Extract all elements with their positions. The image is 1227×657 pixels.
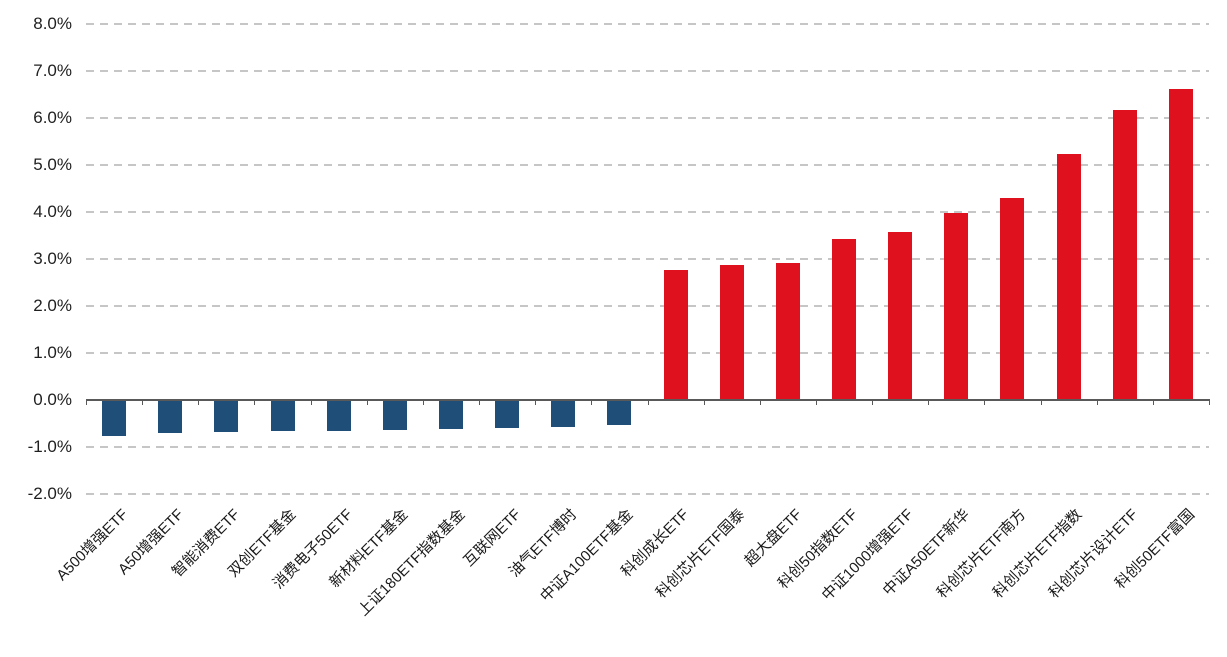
bar xyxy=(326,400,351,432)
y-axis-tick-label: 3.0% xyxy=(33,249,72,268)
x-axis-tick xyxy=(1040,399,1042,405)
y-axis-tick-label: 1.0% xyxy=(33,343,72,362)
gridline xyxy=(86,258,1209,260)
x-axis-tick xyxy=(872,399,874,405)
bar xyxy=(1000,198,1025,400)
gridline xyxy=(86,23,1209,25)
bar xyxy=(1168,88,1193,400)
y-axis-tick-label: 0.0% xyxy=(33,390,72,409)
bar xyxy=(944,212,969,400)
y-axis-tick-label: 6.0% xyxy=(33,108,72,127)
x-axis-tick xyxy=(86,399,87,405)
y-axis-tick-label: -1.0% xyxy=(27,437,72,456)
x-axis-tick xyxy=(1209,399,1210,405)
bar xyxy=(214,400,239,433)
bar xyxy=(775,263,800,400)
x-axis-tick xyxy=(142,399,144,405)
y-axis-tick-label: 4.0% xyxy=(33,202,72,221)
bar xyxy=(382,400,407,431)
gridline xyxy=(86,164,1209,166)
gridline xyxy=(86,446,1209,448)
y-axis-tick-label: 5.0% xyxy=(33,155,72,174)
x-axis-tick xyxy=(1096,399,1098,405)
gridline xyxy=(86,211,1209,213)
x-axis-tick xyxy=(198,399,200,405)
x-axis-tick xyxy=(759,399,761,405)
bar xyxy=(1112,110,1137,400)
bar xyxy=(102,400,127,436)
bar xyxy=(270,400,295,432)
bar xyxy=(495,400,520,429)
bar xyxy=(158,400,183,433)
bar xyxy=(888,231,913,400)
y-axis-tick-label: 2.0% xyxy=(33,296,72,315)
x-axis-tick xyxy=(815,399,817,405)
y-axis-tick-label: 7.0% xyxy=(33,61,72,80)
x-axis-category-label: A500增强ETF xyxy=(53,506,132,585)
x-axis-tick xyxy=(984,399,986,405)
x-axis-category-label: 上证180ETF指数基金 xyxy=(354,506,469,620)
x-axis-tick xyxy=(535,399,537,405)
x-axis-tick xyxy=(366,399,368,405)
x-axis-tick xyxy=(928,399,930,405)
y-axis-tick-label: -2.0% xyxy=(27,484,72,503)
x-axis-tick xyxy=(647,399,649,405)
x-axis-tick xyxy=(1152,399,1154,405)
x-axis-tick xyxy=(422,399,424,405)
bar xyxy=(551,400,576,427)
gridline xyxy=(86,305,1209,307)
x-axis-tick xyxy=(703,399,705,405)
bar xyxy=(438,400,463,430)
bar xyxy=(607,400,632,426)
bar xyxy=(1056,153,1081,400)
y-axis-tick-label: 8.0% xyxy=(33,14,72,33)
x-axis-tick xyxy=(310,399,312,405)
x-axis-tick xyxy=(479,399,481,405)
bar xyxy=(663,270,688,400)
gridline xyxy=(86,70,1209,72)
gridline xyxy=(86,352,1209,354)
gridline xyxy=(86,493,1209,495)
x-axis-tick xyxy=(591,399,593,405)
gridline xyxy=(86,117,1209,119)
bar xyxy=(719,265,744,400)
bar xyxy=(832,239,857,400)
x-axis-tick xyxy=(254,399,256,405)
